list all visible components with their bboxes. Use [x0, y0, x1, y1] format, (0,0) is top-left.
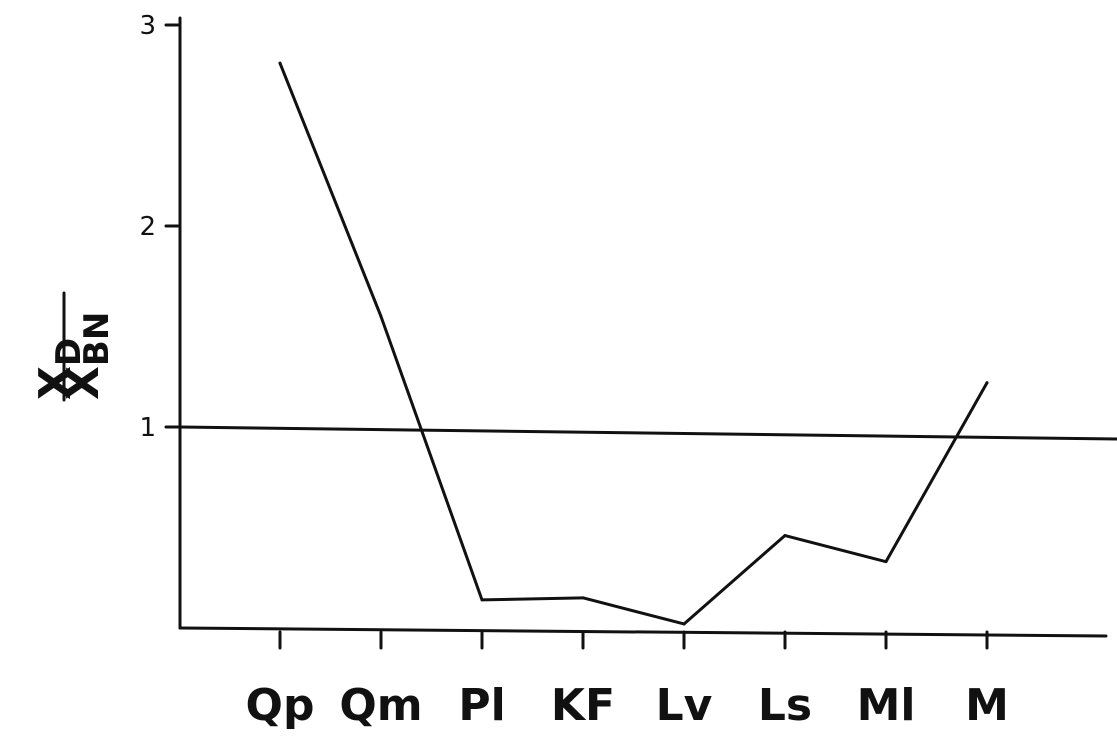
point-Qp [278, 61, 282, 65]
y-axis-label: XD XBN [30, 291, 117, 402]
point-Ls [783, 534, 787, 538]
axes [178, 16, 1108, 638]
x-axis [178, 626, 1108, 638]
point-M [985, 381, 989, 385]
x-tick-label-M: M [965, 680, 1009, 731]
reference-line [178, 425, 1117, 441]
x-tick-label-Qm: Qm [339, 680, 422, 731]
x-tick-label-Pl: Pl [458, 680, 505, 731]
series-line [278, 61, 989, 626]
x-ticks: Qp Qm Pl KF Lv Ls Ml M [246, 630, 1009, 731]
x-tick-label-Lv: Lv [656, 680, 713, 731]
points [278, 61, 989, 626]
ylabel-numerator: XD [30, 338, 89, 400]
y-tick-label-1: 1 [139, 413, 156, 443]
y-tick-label-2: 2 [139, 212, 156, 242]
ylabel-denominator-main: X [58, 366, 109, 400]
x-tick-label-Ml: Ml [857, 680, 916, 731]
point-Lv [682, 622, 686, 626]
point-KF [581, 596, 585, 600]
x-tick-label-KF: KF [551, 680, 615, 731]
ylabel-numerator-sub: D [49, 338, 89, 366]
point-Qm [379, 314, 383, 318]
y-ticks: 1 2 3 [139, 11, 182, 443]
point-Ml [884, 560, 888, 564]
y-tick-label-3: 3 [139, 11, 156, 41]
x-tick-label-Ls: Ls [758, 680, 812, 731]
ylabel-denominator: XBN [58, 312, 117, 400]
point-Pl [480, 598, 484, 602]
ylabel-numerator-main: X [30, 366, 81, 400]
x-tick-label-Qp: Qp [246, 680, 315, 731]
ylabel-denominator-sub: BN [77, 312, 117, 366]
